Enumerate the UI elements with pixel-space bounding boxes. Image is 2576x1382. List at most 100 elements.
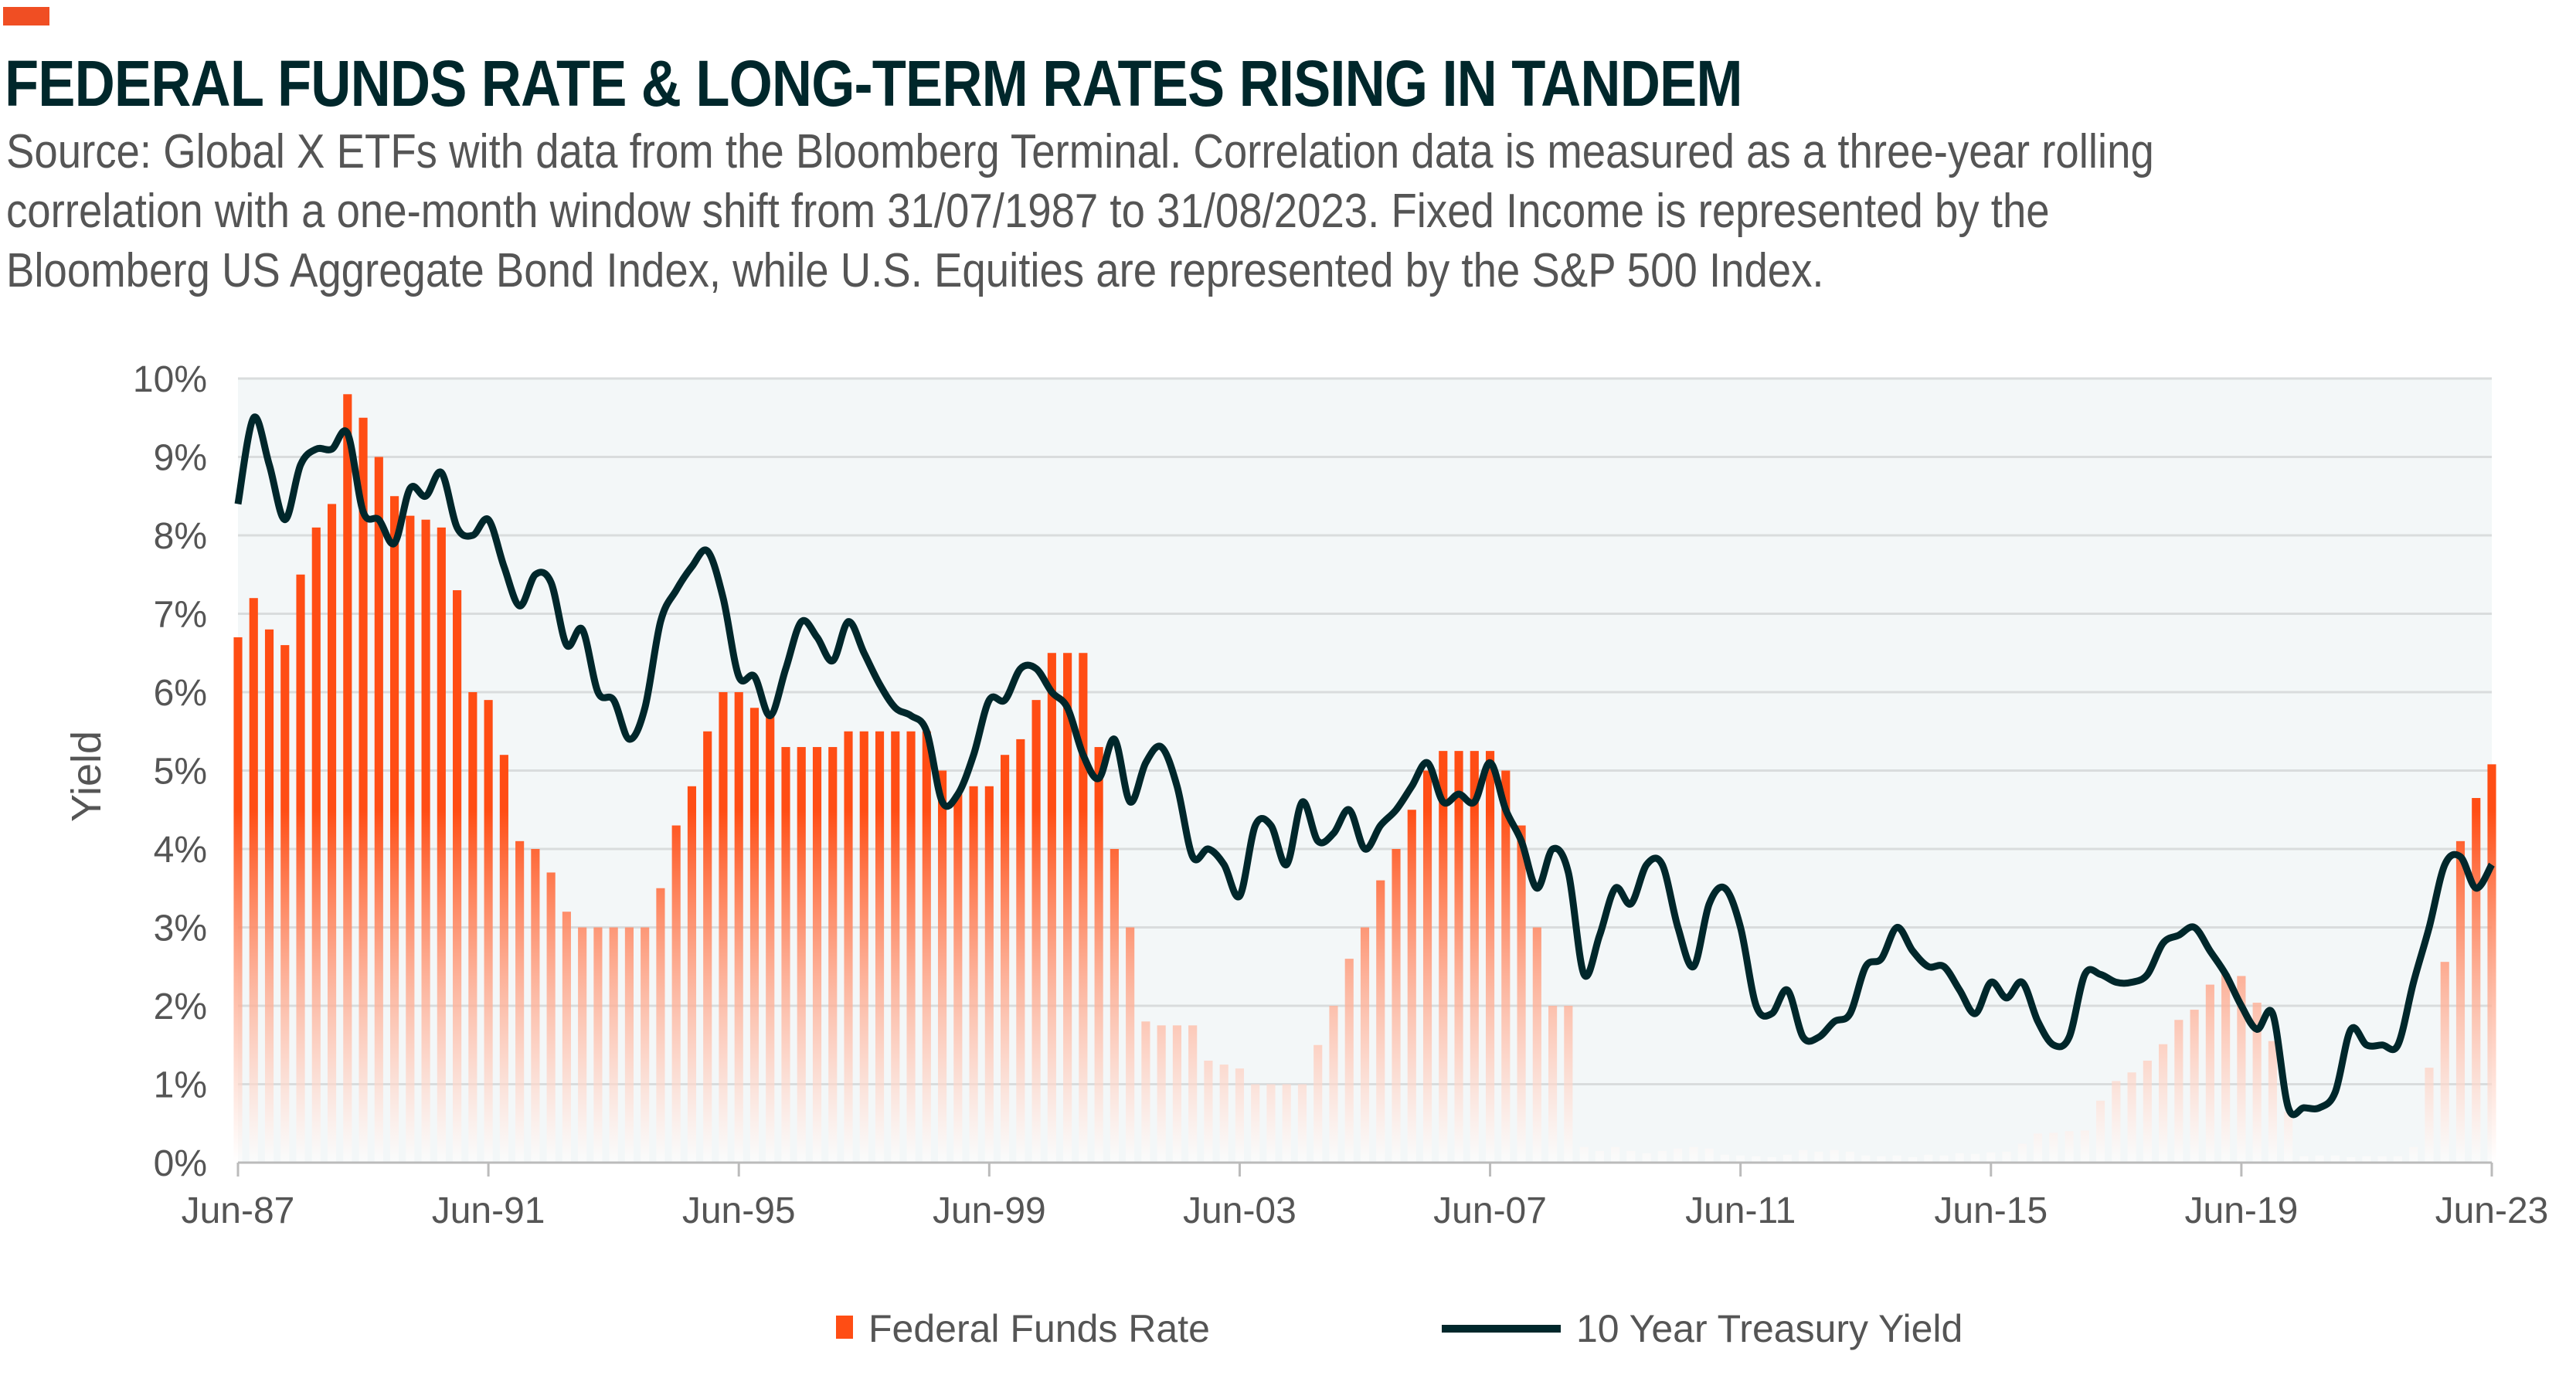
bar-federal-funds-rate (1251, 1084, 1260, 1163)
bar-federal-funds-rate (311, 527, 321, 1163)
bar-federal-funds-rate (656, 888, 665, 1163)
bar-federal-funds-rate (249, 598, 258, 1163)
y-tick-label: 6% (154, 673, 207, 714)
y-tick-label: 10% (133, 359, 207, 400)
bar-federal-funds-rate (1063, 653, 1072, 1163)
x-tick-label: Jun-03 (1183, 1190, 1296, 1231)
bar-federal-funds-rate (844, 731, 853, 1163)
bar-federal-funds-rate (1204, 1061, 1213, 1163)
bar-federal-funds-rate (2377, 1156, 2387, 1163)
bar-federal-funds-rate (296, 574, 305, 1163)
bar-federal-funds-rate (374, 457, 383, 1163)
bar-federal-funds-rate (1360, 927, 1370, 1163)
bar-federal-funds-rate (499, 755, 508, 1163)
bar-federal-funds-rate (1001, 755, 1010, 1163)
bar-federal-funds-rate (2096, 1100, 2105, 1163)
y-tick-label: 9% (154, 438, 207, 479)
bar-federal-funds-rate (2033, 1133, 2043, 1163)
bar-federal-funds-rate (2159, 1044, 2168, 1163)
x-tick-label: Jun-19 (2185, 1190, 2299, 1231)
bar-federal-funds-rate (687, 786, 697, 1163)
bar-federal-funds-rate (1767, 1156, 1776, 1163)
bar-federal-funds-rate (280, 645, 290, 1163)
bar-federal-funds-rate (1939, 1155, 1949, 1163)
bar-federal-funds-rate (1470, 751, 1479, 1163)
bar-federal-funds-rate (2440, 962, 2449, 1163)
brand-accent-mark (3, 7, 49, 25)
legend-swatch-federal-funds-rate (836, 1316, 853, 1339)
x-tick-label: Jun-91 (432, 1190, 545, 1231)
y-tick-label: 2% (154, 986, 207, 1027)
bar-federal-funds-rate (1579, 1146, 1589, 1163)
bar-federal-funds-rate (1892, 1155, 1901, 1163)
bar-federal-funds-rate (937, 770, 947, 1163)
bar-federal-funds-rate (1986, 1152, 1996, 1163)
bar-federal-funds-rate (1266, 1084, 1276, 1163)
x-tick-label: Jun-99 (933, 1190, 1046, 1231)
bar-federal-funds-rate (1110, 849, 1119, 1163)
bar-federal-funds-rate (1877, 1156, 1886, 1163)
series-line-10-year-treasury-yield (234, 413, 2495, 1119)
bar-federal-funds-rate (2252, 1002, 2262, 1163)
bar-federal-funds-rate (1595, 1150, 1604, 1163)
bar-federal-funds-rate (1141, 1021, 1150, 1163)
bar-federal-funds-rate (1016, 739, 1025, 1163)
bar-federal-funds-rate (703, 731, 712, 1163)
bar-federal-funds-rate (515, 840, 525, 1163)
x-tick-label: Jun-87 (182, 1190, 295, 1231)
bar-federal-funds-rate (2221, 973, 2231, 1163)
bar-federal-funds-rate (1517, 825, 1526, 1163)
bar-federal-funds-rate (2455, 840, 2466, 1163)
bar-federal-funds-rate (1830, 1149, 1839, 1163)
bar-federal-funds-rate (812, 747, 822, 1163)
bar-federal-funds-rate (593, 927, 603, 1163)
bar-federal-funds-rate (1799, 1149, 1808, 1163)
bar-federal-funds-rate (1235, 1068, 1245, 1163)
bar-federal-funds-rate (1782, 1154, 1793, 1163)
bar-federal-funds-rate (2347, 1156, 2356, 1163)
y-tick-label: 3% (154, 908, 207, 949)
bar-federal-funds-rate (1564, 1006, 1573, 1163)
bar-federal-funds-rate (1532, 927, 1541, 1163)
bar-federal-funds-rate (406, 515, 415, 1163)
bar-federal-funds-rate (1657, 1150, 1667, 1163)
subtitle-line: Source: Global X ETFs with data from the… (6, 125, 2154, 178)
bar-federal-funds-rate (749, 708, 760, 1163)
subtitle-line: correlation with a one-month window shif… (6, 185, 2050, 238)
bar-federal-funds-rate (437, 527, 446, 1163)
bar-federal-funds-rate (2315, 1155, 2324, 1163)
bar-federal-funds-rate (609, 927, 618, 1163)
x-tick-label: Jun-07 (1433, 1190, 1547, 1231)
bar-federal-funds-rate (1126, 927, 1135, 1163)
bar-federal-funds-rate (1392, 849, 1401, 1163)
bar-federal-funds-rate (1313, 1044, 1323, 1163)
bar-federal-funds-rate (1814, 1151, 1823, 1163)
bar-federal-funds-rate (1970, 1153, 1980, 1163)
bar-federal-funds-rate (1407, 810, 1416, 1163)
bar-federal-funds-rate (891, 731, 900, 1163)
bar-federal-funds-rate (1908, 1156, 1918, 1163)
y-tick-label: 7% (154, 595, 207, 636)
bar-federal-funds-rate (2049, 1132, 2058, 1163)
bar-federal-funds-rate (359, 417, 368, 1163)
bar-federal-funds-rate (2174, 1020, 2183, 1163)
bar-federal-funds-rate (1720, 1154, 1729, 1163)
bar-federal-funds-rate (671, 825, 681, 1163)
bar-federal-funds-rate (1704, 1148, 1714, 1163)
x-tick-label: Jun-15 (1934, 1190, 2048, 1231)
subtitle-line: Bloomberg US Aggregate Bond Index, while… (6, 244, 1824, 297)
bar-federal-funds-rate (453, 590, 462, 1163)
bar-federal-funds-rate (1611, 1146, 1620, 1163)
bar-federal-funds-rate (1454, 751, 1463, 1163)
bar-federal-funds-rate (828, 747, 838, 1163)
bar-federal-funds-rate (641, 927, 650, 1163)
x-tick-label: Jun-11 (1685, 1190, 1796, 1231)
bar-federal-funds-rate (1282, 1084, 1291, 1163)
bar-federal-funds-rate (2393, 1156, 2403, 1163)
bar-federal-funds-rate (875, 731, 885, 1163)
bar-federal-funds-rate (1626, 1150, 1636, 1163)
bar-federal-funds-rate (2330, 1155, 2340, 1163)
bar-federal-funds-rate (578, 927, 587, 1163)
bar-federal-funds-rate (389, 496, 399, 1163)
